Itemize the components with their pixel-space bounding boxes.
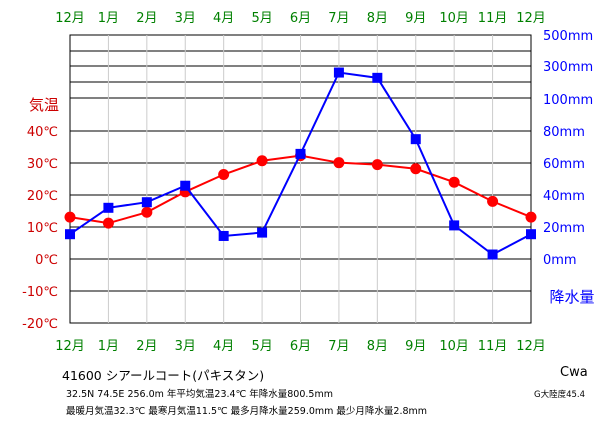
precipitation-point [449, 220, 460, 231]
month-label-top: 2月 [136, 11, 157, 26]
temperature-tick-label: 20℃ [27, 189, 58, 204]
station-stats-line-2: 最暖月気温32.3℃ 最寒月気温11.5℃ 最多月降水量259.0mm 最少月降… [66, 406, 428, 417]
month-label-top: 6月 [290, 11, 311, 26]
month-label-bottom: 12月 [516, 339, 546, 354]
precipitation-axis-title: 降水量 [549, 288, 594, 306]
station-name: 41600 シアールコート(パキスタン) [62, 368, 265, 383]
precipitation-tick-label: 80mm [543, 125, 585, 140]
month-label-bottom: 10月 [439, 339, 469, 354]
month-label-top: 1月 [98, 11, 119, 26]
precipitation-point [526, 229, 536, 240]
precipitation-point [65, 229, 75, 240]
precipitation-point [218, 230, 229, 241]
temperature-point [371, 159, 383, 171]
month-label-top: 7月 [328, 11, 349, 26]
month-label-top: 4月 [213, 11, 234, 26]
precipitation-tick-label: 300mm [543, 60, 593, 75]
temperature-point [525, 211, 537, 223]
month-label-top: 5月 [251, 11, 272, 26]
precipitation-tick-label: 40mm [543, 189, 585, 204]
month-label-bottom: 11月 [478, 339, 508, 354]
month-label-top: 9月 [405, 11, 426, 26]
precipitation-point [295, 148, 306, 159]
month-label-bottom: 8月 [367, 339, 388, 354]
temperature-axis-title: 気温 [29, 96, 59, 114]
month-label-bottom: 3月 [175, 339, 196, 354]
temperature-point [218, 169, 230, 181]
month-label-bottom: 7月 [328, 339, 349, 354]
month-label-top: 12月 [55, 11, 85, 26]
continentality-index: G大陸度45.4 [534, 390, 586, 400]
temperature-point [64, 211, 76, 223]
precipitation-point [410, 134, 421, 145]
precipitation-tick-label: 20mm [543, 221, 585, 236]
precipitation-point [372, 72, 383, 83]
precipitation-tick-label: 60mm [543, 157, 585, 172]
climate-class: Cwa [560, 365, 588, 380]
precipitation-point [257, 227, 268, 238]
temperature-point [410, 163, 422, 175]
temperature-tick-label: 0℃ [35, 253, 58, 268]
month-label-bottom: 9月 [405, 339, 426, 354]
month-label-bottom: 12月 [55, 339, 85, 354]
temperature-point [487, 195, 499, 207]
temperature-tick-label: -20℃ [22, 317, 58, 332]
month-label-top: 3月 [175, 11, 196, 26]
temperature-tick-label: 30℃ [27, 157, 58, 172]
month-label-bottom: 4月 [213, 339, 234, 354]
month-label-bottom: 2月 [136, 339, 157, 354]
temperature-point [333, 157, 345, 169]
temperature-point [256, 155, 268, 167]
month-label-top: 12月 [516, 11, 546, 26]
precipitation-point [333, 67, 344, 78]
temperature-tick-label: 40℃ [27, 125, 58, 140]
month-label-top: 10月 [439, 11, 469, 26]
precipitation-tick-label: 500mm [543, 29, 593, 44]
precipitation-point [141, 197, 152, 208]
precipitation-point [103, 202, 114, 213]
temperature-tick-label: -10℃ [22, 285, 58, 300]
precipitation-tick-label: 0mm [543, 253, 577, 268]
temperature-point [448, 176, 460, 188]
temperature-point [102, 217, 114, 229]
precipitation-point [487, 249, 498, 260]
station-stats-line-1: 32.5N 74.5E 256.0m 年平均気温23.4℃ 年降水量800.5m… [66, 389, 333, 400]
month-label-bottom: 1月 [98, 339, 119, 354]
temperature-tick-label: 10℃ [27, 221, 58, 236]
month-label-bottom: 5月 [251, 339, 272, 354]
month-label-bottom: 6月 [290, 339, 311, 354]
month-label-top: 8月 [367, 11, 388, 26]
precipitation-point [180, 180, 191, 191]
precipitation-tick-label: 100mm [543, 93, 593, 108]
month-label-top: 11月 [478, 11, 508, 26]
temperature-point [141, 206, 153, 218]
